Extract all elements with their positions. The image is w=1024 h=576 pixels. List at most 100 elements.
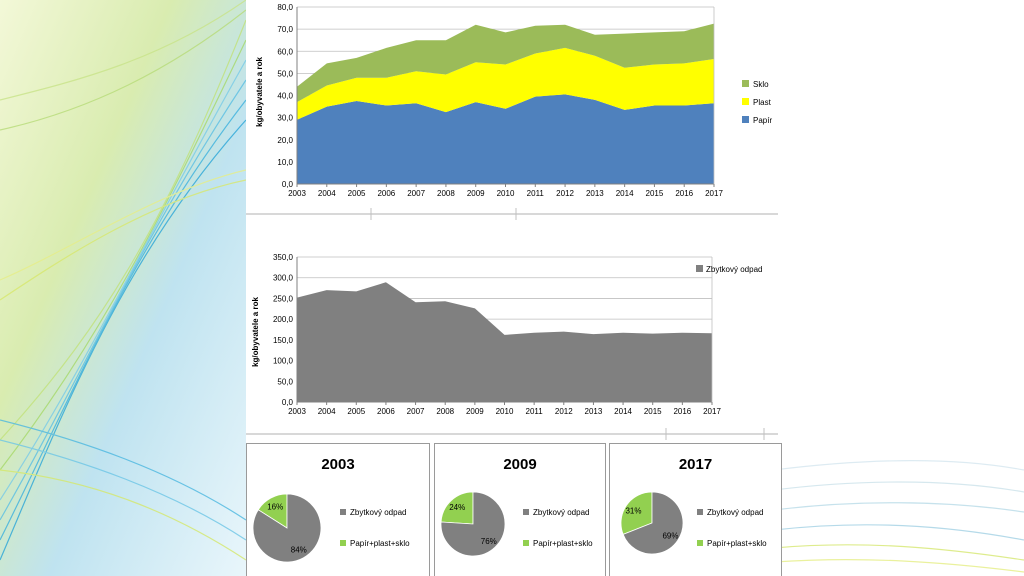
pie-slice	[622, 491, 684, 555]
pie-data-label: 84%	[291, 546, 307, 555]
legend-label: Zbytkový odpad	[533, 508, 589, 517]
x-tick-label: 2009	[466, 407, 484, 416]
x-tick-label: 2007	[407, 189, 425, 198]
x-tick-label: 2003	[288, 189, 306, 198]
legend-swatch	[697, 540, 703, 546]
pie-title: 2009	[503, 456, 537, 473]
y-tick-label: 60,0	[277, 47, 293, 56]
pie-chart-2017: 31% 69% Zbytkový odpad Papír+plast+sklo	[620, 491, 767, 555]
pie-title: 2017	[678, 456, 713, 473]
pie-box-2009: 2009 24% 76% Zbytkový odpad Papír+plast+skl…	[434, 443, 606, 576]
y-tick-label: 40,0	[277, 92, 293, 101]
y-tick-label: 300,0	[273, 274, 294, 283]
legend-swatch	[340, 540, 346, 546]
x-tick-label: 2016	[673, 407, 691, 416]
pie-slice	[440, 491, 474, 525]
x-tick-label: 2007	[407, 407, 425, 416]
y-axis-label: kg/obyvatele a rok	[251, 297, 260, 367]
x-tick-label: 2010	[496, 407, 514, 416]
legend-label: Zbytkový odpad	[350, 508, 406, 517]
x-tick-label: 2014	[616, 189, 634, 198]
y-tick-label: 50,0	[277, 69, 293, 78]
legend-swatch	[697, 509, 703, 515]
x-tick-label: 2004	[318, 407, 336, 416]
decorative-background-right	[774, 459, 1024, 573]
legend-label: Plast	[753, 98, 772, 107]
pie-slice	[252, 493, 322, 563]
pie-chart-2003: 16% 84% Zbytkový odpad Papír+plast+sklo	[252, 493, 410, 563]
pie-box-2003: 2003 16% 84% Zbytkový odpad Papír+plast+skl…	[246, 443, 430, 576]
pie-data-label: 16%	[267, 503, 283, 512]
x-tick-label: 2016	[675, 189, 693, 198]
y-tick-label: 50,0	[277, 377, 293, 386]
x-tick-label: 2003	[288, 407, 306, 416]
area-series-zbytkov-odpad	[297, 282, 712, 402]
x-tick-label: 2012	[556, 189, 574, 198]
y-tick-label: 70,0	[277, 25, 293, 34]
y-tick-label: 80,0	[277, 3, 293, 12]
x-tick-label: 2008	[437, 189, 455, 198]
legend-swatch	[696, 265, 703, 272]
area-series-plast	[297, 47, 714, 120]
y-axis-label: kg/obyvatele a rok	[255, 57, 264, 127]
y-tick-label: 30,0	[277, 114, 293, 123]
x-tick-label: 2010	[497, 189, 515, 198]
sheet-gridlines	[246, 208, 778, 440]
legend-swatch	[523, 509, 529, 515]
y-tick-label: 0,0	[282, 398, 294, 407]
area-series-sklo	[297, 23, 714, 103]
legend-label: Zbytkový odpad	[706, 265, 762, 274]
residual-area-chart: 0,0 50,0 100,0 150,0 200,0 250,0 300,0 350,0 20…	[251, 253, 762, 416]
y-tick-label: 20,0	[277, 136, 293, 145]
x-tick-label: 2012	[555, 407, 573, 416]
x-tick-label: 2005	[347, 407, 365, 416]
y-tick-label: 100,0	[273, 357, 294, 366]
pie-data-label: 31%	[625, 507, 641, 516]
x-tick-label: 2017	[703, 407, 721, 416]
pie-slice	[440, 491, 506, 557]
pie-title: 2003	[321, 456, 355, 473]
y-tick-label: 250,0	[273, 294, 294, 303]
legend-label: Papír+plast+sklo	[533, 539, 593, 548]
x-tick-label: 2014	[614, 407, 632, 416]
x-tick-label: 2005	[348, 189, 366, 198]
y-tick-label: 350,0	[273, 253, 294, 262]
pie-slice	[620, 491, 653, 535]
legend-label: Sklo	[753, 80, 769, 89]
legend-label: Papír+plast+sklo	[350, 539, 410, 548]
x-tick-label: 2013	[586, 189, 604, 198]
residual-chart-panel: 0,0 50,0 100,0 150,0 200,0 250,0 300,0 350,0 20…	[246, 237, 778, 427]
x-tick-label: 2011	[527, 189, 545, 198]
legend-swatch	[340, 509, 346, 515]
x-tick-label: 2015	[644, 407, 662, 416]
y-tick-label: 150,0	[273, 336, 294, 345]
y-tick-label: 200,0	[273, 315, 294, 324]
pie-data-label: 24%	[449, 503, 465, 512]
area-series-pap-r	[297, 94, 714, 184]
pie-data-label: 76%	[481, 537, 497, 546]
x-tick-label: 2008	[436, 407, 454, 416]
recycling-area-chart: 0,0 10,0 20,0 30,0 40,0 50,0 60,0 70,0 80,0 2003…	[255, 3, 772, 198]
legend-swatch	[742, 116, 749, 123]
legend-swatch	[742, 98, 749, 105]
legend-label: Papír+plast+sklo	[707, 539, 767, 548]
y-tick-label: 10,0	[277, 158, 293, 167]
decorative-background-left	[0, 0, 246, 576]
y-tick-label: 0,0	[282, 180, 294, 189]
x-tick-label: 2006	[377, 189, 395, 198]
x-tick-label: 2017	[705, 189, 723, 198]
legend-label: Zbytkový odpad	[707, 508, 763, 517]
recycling-chart-panel: 0,0 10,0 20,0 30,0 40,0 50,0 60,0 70,0 80,0 2003…	[246, 0, 778, 214]
pie-data-label: 69%	[662, 532, 678, 541]
x-tick-label: 2013	[585, 407, 603, 416]
x-tick-label: 2004	[318, 189, 336, 198]
legend-swatch	[742, 80, 749, 87]
x-tick-label: 2009	[467, 189, 485, 198]
legend-label: Papír	[753, 116, 772, 125]
pie-box-2017: 2017 31% 69% Zbytkový odpad Papír+plast+skl…	[609, 443, 782, 576]
pie-chart-2009: 24% 76% Zbytkový odpad Papír+plast+sklo	[440, 491, 593, 557]
x-tick-label: 2015	[646, 189, 664, 198]
x-tick-label: 2006	[377, 407, 395, 416]
legend-swatch	[523, 540, 529, 546]
x-tick-label: 2011	[526, 407, 544, 416]
